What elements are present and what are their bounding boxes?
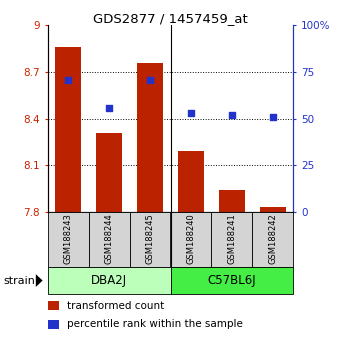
Bar [48,301,59,310]
Bar [48,267,170,294]
Bar [219,190,245,212]
Text: C57BL6J: C57BL6J [208,274,256,287]
Point [65,77,71,82]
Bar [252,212,293,267]
Polygon shape [36,274,43,287]
Text: GSM188240: GSM188240 [187,213,195,264]
Bar [89,212,130,267]
Bar [48,212,89,267]
Text: GSM188241: GSM188241 [227,213,236,264]
Bar [55,47,81,212]
Bar [137,63,163,212]
Text: DBA2J: DBA2J [91,274,127,287]
Text: strain: strain [3,275,35,286]
Bar [211,212,252,267]
Point [229,113,235,118]
Bar [178,151,204,212]
Bar [170,267,293,294]
Text: GDS2877 / 1457459_at: GDS2877 / 1457459_at [93,12,248,25]
Bar [260,207,286,212]
Point [270,114,276,120]
Text: GSM188242: GSM188242 [268,213,277,264]
Point [147,77,153,82]
Bar [170,212,211,267]
Text: percentile rank within the sample: percentile rank within the sample [68,319,243,329]
Text: GSM188244: GSM188244 [105,213,114,264]
Bar [96,133,122,212]
Text: GSM188245: GSM188245 [146,213,154,264]
Point [188,110,194,116]
Text: transformed count: transformed count [68,301,165,311]
Text: GSM188243: GSM188243 [64,213,73,264]
Point [106,105,112,111]
Bar [130,212,170,267]
Bar [48,320,59,329]
